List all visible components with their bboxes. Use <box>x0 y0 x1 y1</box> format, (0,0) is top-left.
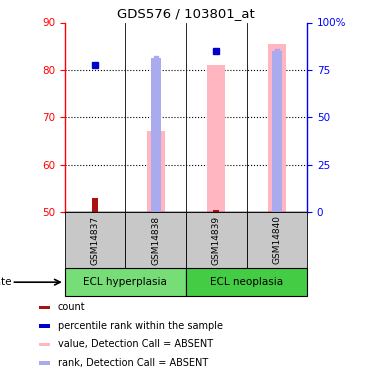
Bar <box>151 58 161 212</box>
Bar <box>65 268 186 296</box>
Bar <box>213 210 219 212</box>
Text: GSM14837: GSM14837 <box>91 215 100 265</box>
Text: ECL hyperplasia: ECL hyperplasia <box>83 277 167 287</box>
Bar <box>92 198 98 212</box>
Bar <box>246 212 307 268</box>
Bar <box>186 212 246 268</box>
Bar <box>207 65 225 212</box>
Bar <box>39 362 50 364</box>
Text: GSM14838: GSM14838 <box>151 215 160 265</box>
Bar <box>39 343 50 346</box>
Bar <box>39 306 50 309</box>
Text: count: count <box>58 302 85 312</box>
Text: rank, Detection Call = ABSENT: rank, Detection Call = ABSENT <box>58 358 208 368</box>
Text: percentile rank within the sample: percentile rank within the sample <box>58 321 223 331</box>
Text: GSM14840: GSM14840 <box>272 216 281 264</box>
Text: ECL neoplasia: ECL neoplasia <box>210 277 283 287</box>
Bar <box>65 212 125 268</box>
Text: GSM14839: GSM14839 <box>212 215 221 265</box>
Bar <box>39 324 50 327</box>
Bar <box>147 131 165 212</box>
Text: value, Detection Call = ABSENT: value, Detection Call = ABSENT <box>58 339 213 350</box>
Bar <box>272 51 282 212</box>
Text: disease state: disease state <box>0 277 11 287</box>
Title: GDS576 / 103801_at: GDS576 / 103801_at <box>117 7 255 20</box>
Bar <box>125 212 186 268</box>
Bar <box>186 268 307 296</box>
Bar <box>268 44 286 212</box>
